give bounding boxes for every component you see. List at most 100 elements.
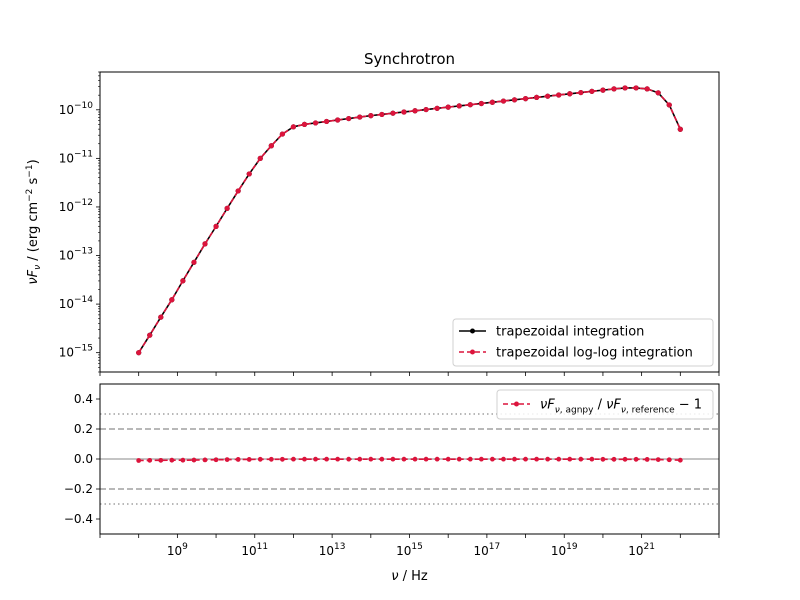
series-point-1	[346, 115, 352, 122]
y-axis-label-top: νFν / (erg cm−2 s−1)	[25, 159, 43, 284]
series-point-1	[224, 205, 230, 212]
y-tick-label-top: 10−11	[59, 149, 93, 165]
series-point-1	[213, 223, 219, 229]
chart-title: Synchrotron	[364, 50, 455, 68]
ratio-series-point	[202, 457, 208, 463]
ratio-series-point	[279, 456, 285, 462]
ratio-series-point	[501, 456, 506, 462]
legend-label-trapezoidal: trapezoidal integration	[496, 325, 644, 340]
series-point-1	[423, 106, 429, 113]
ratio-series-point	[556, 456, 562, 462]
series-point-1	[279, 131, 285, 137]
ratio-series-point	[666, 457, 672, 463]
series-point-1	[235, 188, 241, 194]
series-point-1	[677, 126, 683, 132]
ratio-series-point	[158, 457, 164, 463]
series-point-1	[644, 86, 650, 92]
y-tick-label-top: 10−12	[59, 198, 93, 214]
ratio-series-point	[401, 456, 407, 462]
series-point-1	[578, 89, 584, 96]
series-point-1	[390, 110, 396, 116]
series-point-1	[147, 332, 153, 338]
series-point-1	[202, 241, 208, 247]
ratio-series-point	[578, 456, 584, 462]
ratio-series-point	[147, 457, 153, 463]
ratio-series-point	[611, 456, 617, 462]
series-point-1	[268, 143, 274, 149]
series-point-1	[589, 88, 595, 94]
series-point-1	[556, 92, 562, 98]
y-tick-label-bottom: 0.2	[74, 422, 93, 436]
series-point-1	[368, 113, 374, 119]
x-tick-label: 1013	[319, 542, 346, 558]
ratio-series-point	[357, 456, 363, 462]
x-tick-label: 1011	[241, 542, 268, 558]
series-point-1	[611, 86, 617, 92]
ratio-series-point	[600, 456, 606, 462]
x-tick-label: 109	[167, 542, 188, 558]
ratio-series-point	[633, 456, 639, 462]
x-tick-label: 1015	[396, 542, 423, 558]
series-point-1	[401, 109, 407, 115]
legend-label-ratio: νFν, agnpy / νFν, reference − 1	[540, 398, 702, 416]
ratio-series-point	[257, 456, 263, 462]
series-point-1	[246, 171, 252, 177]
ratio-series-point	[235, 457, 241, 462]
series-point-1	[633, 85, 639, 91]
legend-entry-trapezoidal: trapezoidal integration	[459, 325, 644, 340]
series-point-1	[467, 102, 473, 108]
ratio-series-point	[379, 456, 385, 462]
y-tick-label-bottom: 0.4	[74, 392, 93, 406]
bottom-legend-box	[496, 389, 714, 420]
ratio-series-point	[224, 457, 230, 462]
series-point-1	[456, 103, 462, 109]
top-series-group	[136, 85, 683, 356]
ratio-series-point	[302, 456, 307, 462]
series-point-1	[511, 97, 518, 103]
y-tick-label-bottom: 0.0	[74, 452, 93, 466]
series-point-1	[335, 117, 341, 123]
ratio-series-point	[180, 457, 186, 463]
bottom-series-group	[136, 456, 683, 463]
ratio-series-point	[545, 456, 551, 462]
series-point-1	[257, 155, 263, 161]
series-point-1	[357, 114, 363, 120]
y-tick-label-top: 10−15	[59, 344, 93, 360]
x-tick-label: 1019	[551, 542, 578, 558]
series-point-1	[600, 87, 606, 93]
x-axis-label: ν / Hz	[391, 569, 428, 584]
ratio-series-point	[136, 458, 142, 463]
ratio-series-point	[313, 456, 318, 462]
series-point-1	[622, 85, 628, 91]
series-point-1	[500, 98, 507, 104]
legend-entry-trapezoidal-loglog: trapezoidal log-log integration	[459, 346, 693, 361]
ratio-series-point	[523, 456, 528, 462]
series-point-1	[136, 350, 142, 356]
series-point-1	[323, 118, 330, 125]
ratio-series-point	[445, 456, 451, 462]
ratio-series-point	[191, 457, 197, 463]
ratio-series-point	[335, 456, 341, 462]
top-y-ticks: 10−15 10−14 10−13 10−12 10−11 10−10	[59, 71, 100, 373]
series-point-1	[445, 104, 451, 110]
series-point-1	[180, 278, 186, 284]
ratio-series-point	[490, 456, 495, 462]
ratio-series-point	[213, 457, 219, 463]
ratio-series-point	[655, 457, 661, 462]
y-tick-label-top: 10−14	[59, 295, 94, 311]
y-tick-label-bottom: −0.2	[64, 482, 93, 496]
ratio-series-point	[567, 456, 573, 462]
bottom-y-ticks: −0.4 −0.2 0.0 0.2 0.4	[64, 392, 100, 526]
ratio-series-point	[589, 456, 595, 462]
series-point-1	[312, 120, 319, 126]
x-tick-label: 1021	[628, 542, 655, 558]
series-point-1	[534, 94, 540, 101]
y-tick-label-top: 10−10	[59, 101, 94, 117]
ratio-series-point	[291, 456, 296, 462]
series-point-1	[158, 314, 164, 320]
series-point-1	[379, 111, 385, 118]
legend-label-trapezoidal-loglog: trapezoidal log-log integration	[496, 346, 693, 361]
legend-marker-trapezoidal	[470, 328, 475, 334]
ratio-series-point	[368, 456, 374, 462]
